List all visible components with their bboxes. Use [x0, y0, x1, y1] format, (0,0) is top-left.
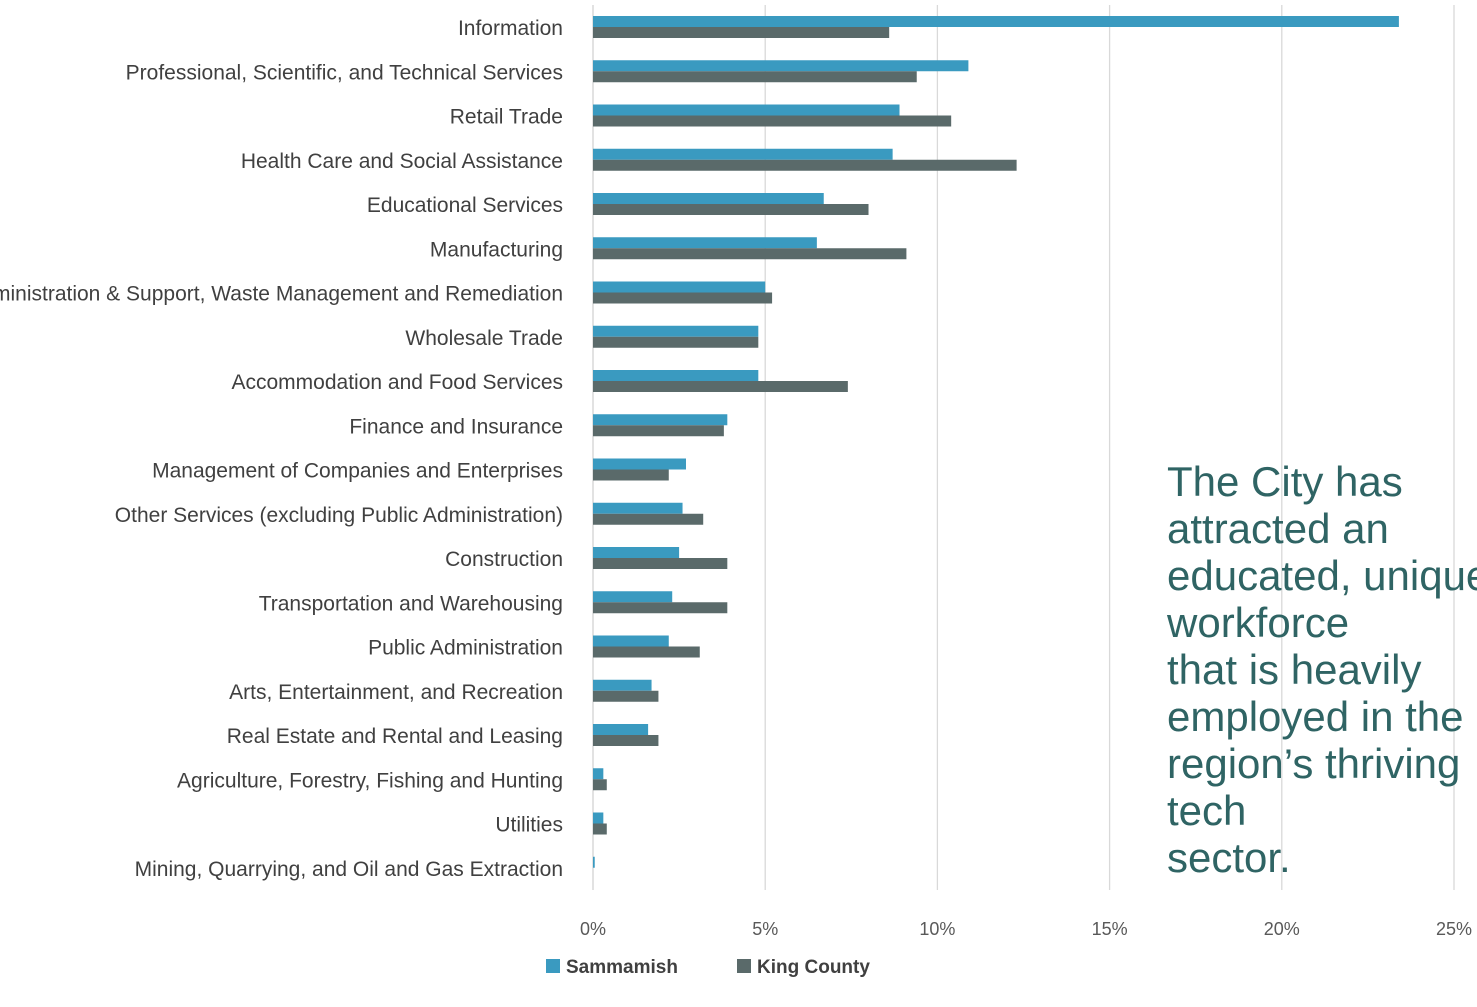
bar-sammamish — [593, 724, 649, 735]
category-label: Retail Trade — [450, 106, 563, 129]
bar-king-county — [593, 248, 907, 260]
bar-sammamish — [593, 237, 817, 249]
x-tick-label: 15% — [1092, 919, 1128, 939]
bar-sammamish — [593, 370, 759, 381]
bar-sammamish — [593, 60, 969, 72]
legend-label-king-county: King County — [757, 957, 870, 978]
x-tick-label: 25% — [1436, 919, 1472, 939]
x-tick-label: 10% — [919, 919, 955, 939]
category-label: Public Administration — [368, 637, 563, 660]
bar-king-county — [593, 558, 728, 569]
bar-king-county — [593, 425, 724, 437]
category-label: Agriculture, Forestry, Fishing and Hunti… — [177, 769, 563, 792]
bars — [593, 16, 1399, 868]
bar-king-county — [593, 690, 659, 702]
category-label: Transportation and Warehousing — [259, 592, 563, 615]
bar-king-county — [593, 204, 869, 215]
category-label: Educational Services — [367, 194, 563, 217]
bar-sammamish — [593, 281, 766, 293]
bar-sammamish — [593, 502, 683, 514]
category-label: Information — [458, 17, 563, 40]
bar-sammamish — [593, 104, 900, 116]
legend-swatch-sammamish — [546, 959, 560, 973]
category-label: Health Care and Social Assistance — [241, 150, 563, 173]
bar-sammamish — [593, 16, 1399, 27]
bar-sammamish — [593, 812, 604, 824]
legend-label-sammamish: Sammamish — [566, 957, 678, 978]
bar-king-county — [593, 469, 669, 481]
bar-sammamish — [593, 856, 595, 868]
category-labels: Information Professional, Scientific, and… — [0, 17, 563, 881]
bar-king-county — [593, 735, 659, 746]
bar-king-county — [593, 292, 773, 304]
bar-sammamish — [593, 193, 824, 204]
bar-king-county — [593, 513, 704, 525]
category-label: Wholesale Trade — [405, 327, 563, 350]
category-label: Accommodation and Food Services — [232, 371, 564, 394]
bar-sammamish — [593, 148, 893, 160]
category-label: Management of Companies and Enterprises — [152, 460, 563, 483]
bar-sammamish — [593, 768, 604, 780]
category-label: Construction — [445, 548, 563, 571]
bar-sammamish — [593, 679, 652, 691]
category-label: Other Services (excluding Public Adminis… — [115, 504, 563, 527]
x-tick-labels: 0% 5% 10% 15% 20% 25% — [580, 919, 1472, 939]
bar-king-county — [593, 71, 917, 83]
category-label: Manufacturing — [430, 238, 563, 261]
legend: Sammamish King County — [546, 957, 870, 978]
bar-sammamish — [593, 635, 669, 647]
bar-sammamish — [593, 325, 759, 337]
category-label: Mining, Quarrying, and Oil and Gas Extra… — [135, 858, 563, 881]
legend-swatch-king-county — [737, 959, 751, 973]
category-label: Utilities — [495, 814, 563, 837]
callout-text: The City has attracted an educated, uniq… — [1167, 458, 1477, 881]
bar-king-county — [593, 27, 890, 38]
category-label: Real Estate and Rental and Leasing — [227, 725, 563, 748]
bar-king-county — [593, 779, 607, 791]
bar-king-county — [593, 159, 1017, 171]
bar-sammamish — [593, 458, 686, 470]
x-tick-label: 5% — [752, 919, 778, 939]
x-tick-label: 0% — [580, 919, 606, 939]
bar-king-county — [593, 646, 700, 658]
bar-sammamish — [593, 547, 680, 558]
category-label: Administration & Support, Waste Manageme… — [0, 283, 563, 306]
category-label: Professional, Scientific, and Technical … — [126, 61, 563, 84]
x-tick-label: 20% — [1264, 919, 1300, 939]
bar-sammamish — [593, 414, 728, 426]
category-label: Arts, Entertainment, and Recreation — [229, 681, 563, 704]
bar-king-county — [593, 823, 607, 835]
bar-king-county — [593, 381, 848, 392]
bar-king-county — [593, 602, 728, 614]
bar-sammamish — [593, 591, 673, 603]
bar-king-county — [593, 336, 759, 348]
category-label: Finance and Insurance — [349, 415, 563, 438]
bar-king-county — [593, 115, 952, 127]
